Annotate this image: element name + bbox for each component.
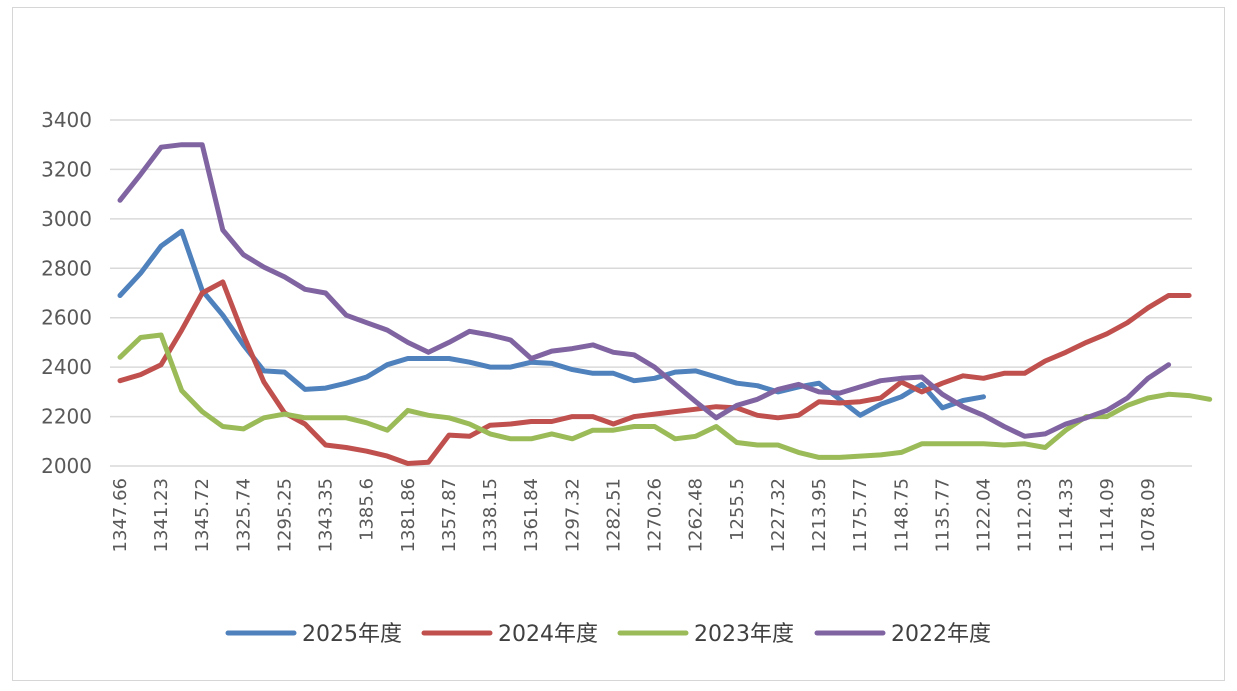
x-tick-label: 1262.48	[686, 478, 707, 552]
y-tick-label: 2800	[41, 256, 92, 280]
x-tick-label: 1385.6	[357, 478, 378, 541]
x-tick-label: 1343.35	[316, 478, 337, 552]
x-tick-label: 1297.32	[562, 478, 583, 552]
y-tick-label: 2600	[41, 306, 92, 330]
legend-item[interactable]: 2024年度	[421, 622, 598, 647]
legend-label: 2023年度	[694, 622, 794, 647]
x-tick-label: 1227.32	[768, 478, 789, 552]
x-tick-label: 1213.95	[809, 478, 830, 552]
series-line-2025	[117, 228, 986, 418]
x-tick-label: 1270.26	[645, 478, 666, 552]
x-tick-label: 1361.84	[521, 478, 542, 552]
x-tick-label: 1135.77	[932, 478, 953, 552]
series-line-2024	[117, 279, 1192, 466]
y-tick-label: 3200	[41, 157, 92, 181]
y-tick-label: 2400	[41, 355, 92, 379]
y-tick-label: 3400	[41, 108, 92, 132]
x-tick-label: 1122.04	[974, 478, 995, 552]
x-tick-label: 1114.33	[1056, 478, 1077, 552]
legend-label: 2024年度	[498, 622, 598, 647]
y-tick-label: 2000	[41, 454, 92, 478]
legend-item[interactable]: 2023年度	[617, 622, 794, 647]
legend-label: 2025年度	[302, 622, 402, 647]
x-axis-tick-labels: 1347.66 1341.23 1345.72 1325.74 1295.25 1343.…	[110, 478, 1159, 552]
x-tick-label: 1148.75	[891, 478, 912, 552]
series-line-2022	[117, 142, 1172, 439]
y-axis-tick-labels: 2000 2200 2400 2600 2800 3000 3200 3400	[41, 108, 92, 478]
x-tick-label: 1345.72	[192, 478, 213, 552]
x-tick-label: 1175.77	[850, 478, 871, 552]
series-line-2023	[117, 332, 1213, 460]
x-tick-label: 1112.03	[1015, 478, 1036, 552]
x-tick-label: 1357.87	[439, 478, 460, 552]
x-tick-label: 1255.5	[727, 478, 748, 541]
x-tick-label: 1381.86	[398, 478, 419, 552]
y-tick-label: 2200	[41, 405, 92, 429]
legend-label: 2022年度	[891, 622, 991, 647]
legend-item[interactable]: 2022年度	[814, 622, 991, 647]
x-tick-label: 1114.09	[1097, 478, 1118, 552]
y-tick-label: 3000	[41, 207, 92, 231]
x-tick-label: 1325.74	[233, 478, 254, 552]
x-tick-label: 1341.23	[151, 478, 172, 552]
x-tick-label: 1338.15	[480, 478, 501, 552]
x-tick-label: 1347.66	[110, 478, 131, 552]
x-tick-label: 1282.51	[603, 478, 624, 552]
legend: 2025年度 2024年度 2023年度 2022年度	[225, 622, 991, 647]
x-tick-label: 1295.25	[274, 478, 295, 552]
series-lines	[117, 142, 1213, 466]
legend-item[interactable]: 2025年度	[225, 622, 402, 647]
x-tick-label: 1078.09	[1138, 478, 1159, 552]
